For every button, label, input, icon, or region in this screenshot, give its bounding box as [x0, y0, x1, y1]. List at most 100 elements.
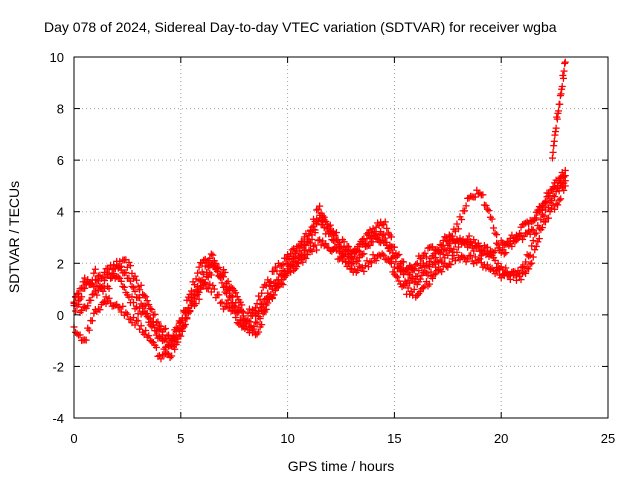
data-point-track-3 — [487, 265, 495, 273]
data-point-track-3 — [136, 325, 144, 333]
data-point-track-3 — [215, 291, 223, 299]
data-point-track-3 — [339, 257, 347, 265]
data-point-track-4 — [270, 291, 278, 299]
data-point-track-4 — [517, 231, 525, 239]
data-point-track-4 — [310, 222, 318, 230]
data-point-track-4 — [97, 274, 105, 282]
data-point-track-3 — [122, 309, 130, 317]
data-point-track-3 — [178, 316, 186, 324]
data-point-track-4 — [546, 189, 554, 197]
data-point-track-3 — [505, 272, 513, 280]
data-point-track-4 — [441, 233, 449, 241]
data-point-track-4 — [281, 271, 289, 279]
data-point-track-1 — [145, 301, 153, 309]
data-point-track-1 — [387, 233, 395, 241]
data-point-track-2 — [75, 300, 83, 308]
data-point-track-1 — [102, 293, 110, 301]
data-point-track-4 — [346, 249, 354, 257]
data-point-track-2 — [221, 288, 229, 296]
data-point-track-1 — [500, 250, 508, 258]
data-point-track-1 — [142, 293, 150, 301]
data-point-track-3 — [535, 235, 543, 243]
data-point-track-2 — [84, 302, 92, 310]
data-point-track-4 — [96, 271, 104, 279]
data-point-track-4 — [337, 245, 345, 253]
data-point-track-4 — [213, 267, 221, 275]
x-tick-label: 15 — [387, 431, 401, 446]
data-point-track-1 — [375, 222, 383, 230]
data-point-track-4 — [519, 235, 527, 243]
data-point-track-3 — [438, 268, 446, 276]
data-point-track-1 — [253, 300, 261, 308]
data-point-track-4 — [389, 253, 397, 261]
data-point-track-2 — [276, 270, 284, 278]
data-point-track-4 — [483, 243, 491, 251]
data-point-track-3 — [517, 276, 525, 284]
data-point-track-3 — [76, 331, 84, 339]
data-point-track-1 — [316, 202, 324, 210]
data-point-track-1 — [502, 249, 510, 257]
data-point-track-1 — [454, 225, 462, 233]
data-point-track-3 — [404, 284, 412, 292]
data-point-track-3 — [361, 262, 369, 270]
data-point-track-1 — [369, 225, 377, 233]
data-point-track-1 — [422, 261, 430, 269]
data-point-track-1 — [187, 287, 195, 295]
data-point-track-3 — [482, 264, 490, 272]
data-point-track-4 — [554, 181, 562, 189]
data-point-track-1 — [258, 289, 266, 297]
data-point-track-3 — [157, 355, 165, 363]
data-point-track-4 — [381, 238, 389, 246]
data-point-track-1 — [194, 269, 202, 277]
data-point-track-2 — [532, 229, 540, 237]
data-point-track-4 — [302, 242, 310, 250]
data-point-track-3 — [73, 330, 81, 338]
data-point-track-4 — [122, 269, 130, 277]
data-point-track-1 — [400, 258, 408, 266]
data-point-track-1 — [140, 291, 148, 299]
data-point-track-4 — [151, 327, 159, 335]
data-point-track-4 — [160, 345, 168, 353]
data-point-track-1 — [381, 218, 389, 226]
data-point-track-1 — [209, 251, 217, 259]
data-point-track-4 — [296, 247, 304, 255]
data-point-track-1 — [136, 286, 144, 294]
data-point-track-4 — [233, 293, 241, 301]
data-point-track-3 — [316, 236, 324, 244]
data-point-track-2 — [447, 244, 455, 252]
data-point-track-4 — [101, 268, 109, 276]
data-point-track-2 — [90, 290, 98, 298]
data-point-track-4 — [227, 283, 235, 291]
data-point-track-4 — [418, 254, 426, 262]
data-point-track-3 — [303, 251, 311, 259]
y-axis-label: SDTVAR / TECUs — [6, 181, 22, 293]
data-point-track-3 — [368, 259, 376, 267]
data-point-track-3 — [174, 325, 182, 333]
data-point-track-3 — [419, 284, 427, 292]
data-point-track-3 — [450, 252, 458, 260]
data-point-track-3 — [322, 240, 330, 248]
data-point-track-4 — [282, 270, 290, 278]
data-point-track-2 — [87, 296, 95, 304]
y-tick-label: 4 — [57, 205, 64, 220]
data-point-track-1 — [383, 224, 391, 232]
data-point-track-3 — [216, 299, 224, 307]
data-point-track-3 — [470, 260, 478, 268]
data-point-track-4 — [84, 276, 92, 284]
data-point-track-3 — [253, 319, 261, 327]
data-point-track-4 — [412, 261, 420, 269]
data-point-track-4 — [410, 265, 418, 273]
data-point-track-1 — [126, 262, 134, 270]
data-point-track-2 — [220, 283, 228, 291]
data-point-spike — [555, 107, 563, 115]
data-point-track-2 — [522, 258, 530, 266]
data-point-track-1 — [491, 229, 499, 237]
data-point-track-1 — [479, 191, 487, 199]
data-point-track-2 — [380, 230, 388, 238]
data-point-track-4 — [361, 240, 369, 248]
data-point-track-4 — [474, 239, 482, 247]
data-point-track-3 — [294, 260, 302, 268]
data-point-track-2 — [99, 282, 107, 290]
data-point-track-2 — [406, 279, 414, 287]
data-point-track-3 — [340, 253, 348, 261]
